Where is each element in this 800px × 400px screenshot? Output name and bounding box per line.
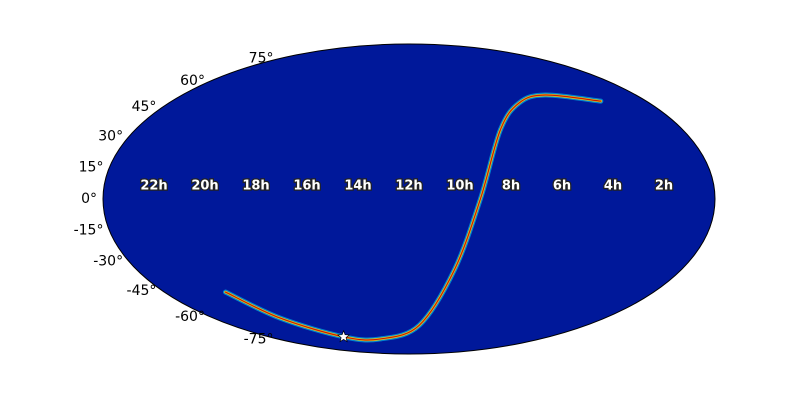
- ra-tick-label: 14h: [344, 179, 371, 194]
- dec-tick-label: 0°: [81, 191, 97, 207]
- ra-tick-label: 4h: [604, 179, 622, 194]
- dec-tick-label: -15°: [74, 223, 104, 239]
- dec-tick-label: -45°: [127, 283, 157, 299]
- dec-tick-label: -60°: [175, 309, 205, 325]
- ra-tick-label: 20h: [191, 179, 218, 194]
- dec-tick-label: -30°: [93, 254, 123, 270]
- dec-tick-label: 60°: [180, 73, 205, 89]
- dec-tick-label: 30°: [98, 128, 123, 144]
- dec-tick-label: 75°: [249, 51, 274, 67]
- dec-tick-label: 15°: [79, 159, 104, 175]
- ra-tick-label: 10h: [446, 179, 473, 194]
- probability-band: [224, 94, 602, 341]
- ra-tick-label: 2h: [655, 179, 673, 194]
- ra-tick-label: 12h: [395, 179, 422, 194]
- ra-tick-label: 6h: [553, 179, 571, 194]
- star-marker: [336, 329, 351, 343]
- ra-tick-label: 8h: [502, 179, 520, 194]
- dec-tick-label: -75°: [244, 331, 274, 347]
- ra-tick-label: 18h: [242, 179, 269, 194]
- sky-background: [102, 43, 716, 355]
- ra-tick-label: 16h: [293, 179, 320, 194]
- dec-tick-label: 45°: [132, 99, 157, 115]
- ra-tick-label: 22h: [140, 179, 167, 194]
